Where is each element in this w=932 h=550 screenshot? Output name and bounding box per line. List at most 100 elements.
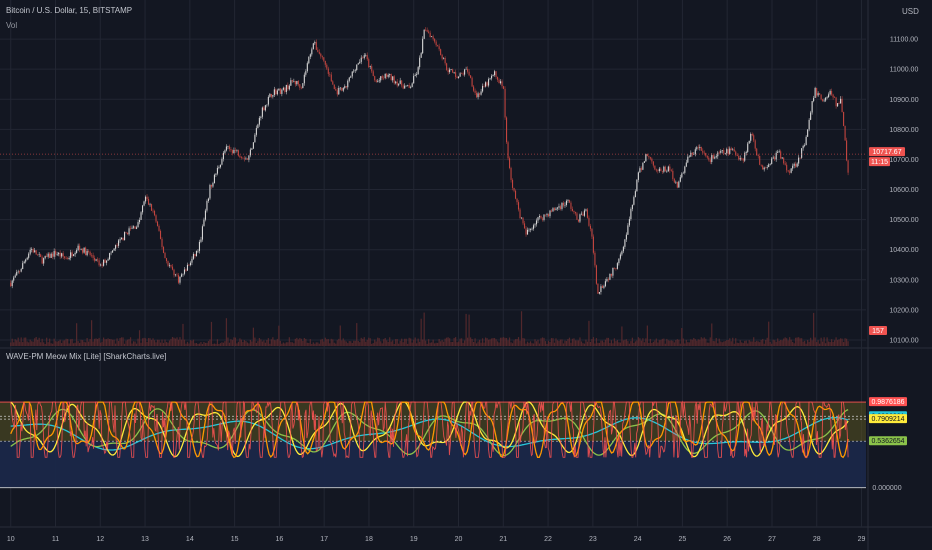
- candle-body: [372, 71, 374, 77]
- candle-body: [323, 57, 325, 61]
- candle-body: [266, 104, 268, 106]
- volume-bar: [356, 323, 358, 346]
- indicator-title[interactable]: WAVE-PM Meow Mix [Lite] [SharkCharts.liv…: [6, 352, 167, 361]
- time-tick-label: 23: [589, 536, 597, 543]
- volume-bar: [410, 338, 412, 346]
- volume-bar: [320, 339, 322, 346]
- candle-body: [690, 152, 692, 157]
- volume-last-label: 157: [872, 328, 884, 335]
- countdown-label: 11:15: [871, 159, 888, 166]
- candle-body: [498, 79, 500, 84]
- candle-body: [59, 252, 61, 257]
- candle-body: [121, 237, 123, 240]
- volume-bar: [525, 343, 527, 346]
- volume-bar: [513, 340, 515, 346]
- volume-bar: [768, 321, 770, 346]
- candle-body: [348, 77, 350, 81]
- volume-bar: [829, 342, 831, 346]
- candle-body: [17, 271, 19, 273]
- candle-body: [744, 152, 746, 161]
- candle-body: [356, 64, 358, 71]
- volume-bar: [353, 340, 355, 346]
- candle-body: [808, 119, 810, 130]
- volume-bar: [22, 342, 24, 346]
- volume-bar: [649, 338, 651, 346]
- candle-body: [342, 88, 344, 91]
- candle-body: [234, 149, 236, 151]
- volume-bar: [168, 340, 171, 346]
- volume-bar: [697, 339, 699, 346]
- volume-bar: [56, 341, 58, 346]
- time-tick-label: 20: [455, 536, 463, 543]
- volume-bar: [842, 342, 845, 346]
- volume-bar: [461, 338, 463, 346]
- volume-bar: [59, 339, 61, 346]
- time-tick-label: 15: [231, 536, 239, 543]
- volume-bar: [618, 342, 620, 346]
- candle-body: [389, 74, 391, 76]
- volume-bar: [186, 341, 189, 346]
- candle-body: [302, 83, 304, 89]
- volume-label[interactable]: Vol: [6, 21, 18, 30]
- candle-body: [186, 264, 189, 271]
- time-axis[interactable]: 10 11 12 13 14 15 16 17 18 19 20 21 22 23 24 25 26 27 28 29: [7, 536, 866, 543]
- candle-body: [41, 257, 43, 264]
- candle-body: [537, 217, 539, 221]
- candle-body: [416, 74, 418, 75]
- volume-bar: [558, 340, 560, 346]
- volume-bar: [819, 343, 821, 346]
- volume-bar: [339, 325, 341, 346]
- candle-body: [243, 158, 245, 160]
- volume-bar: [161, 339, 163, 346]
- candle-body: [726, 149, 728, 154]
- volume-bar: [76, 323, 78, 346]
- volume-bar: [675, 340, 677, 346]
- volume-bar: [131, 343, 133, 346]
- volume-bar: [392, 340, 394, 346]
- candle-body: [201, 226, 204, 240]
- candle-body: [663, 166, 665, 172]
- time-tick-label: 17: [320, 536, 328, 543]
- candle-body: [570, 202, 572, 209]
- candle-body: [759, 155, 761, 165]
- volume-bar: [119, 337, 121, 346]
- volume-bar: [428, 339, 430, 346]
- volume-bar: [625, 339, 627, 346]
- volume-bar: [198, 343, 201, 346]
- candle-body: [540, 215, 542, 219]
- price-axis[interactable]: 11100.00 11000.00 10900.00 10800.00 10700.00…: [869, 37, 919, 345]
- volume-bar: [354, 340, 356, 346]
- volume-bar: [326, 339, 328, 346]
- candle-body: [547, 214, 550, 217]
- candle-body: [681, 173, 683, 178]
- volume-bar: [221, 342, 223, 346]
- candle-body: [565, 200, 568, 205]
- candle-body: [796, 163, 798, 167]
- indicator-axis[interactable]: 0.98761860.82363210.79092140.53626540.00…: [869, 397, 907, 492]
- candle-body: [783, 157, 785, 164]
- candle-body: [56, 254, 58, 255]
- volume-bar: [302, 341, 304, 346]
- volume-bar: [330, 338, 332, 346]
- candle-body: [71, 252, 73, 257]
- candle-body: [89, 251, 91, 255]
- volume-bar: [126, 339, 129, 346]
- symbol-title[interactable]: Bitcoin / U.S. Dollar, 15, BITSTAMP: [6, 6, 133, 15]
- volume-bar: [487, 339, 490, 346]
- candle-body: [514, 190, 517, 199]
- volume-bar: [664, 343, 666, 346]
- candle-body: [213, 174, 215, 184]
- volume-bar: [170, 338, 172, 346]
- candle-body: [209, 185, 211, 199]
- volume-bar: [203, 341, 205, 346]
- candle-body: [341, 87, 343, 91]
- candle-body: [293, 80, 295, 82]
- candle-body: [684, 166, 686, 173]
- volume-bar: [810, 337, 812, 346]
- candle-body: [34, 250, 36, 253]
- candle-body: [712, 155, 714, 159]
- candle-body: [667, 166, 669, 172]
- volume-bar: [603, 342, 605, 346]
- candle-body: [269, 93, 271, 97]
